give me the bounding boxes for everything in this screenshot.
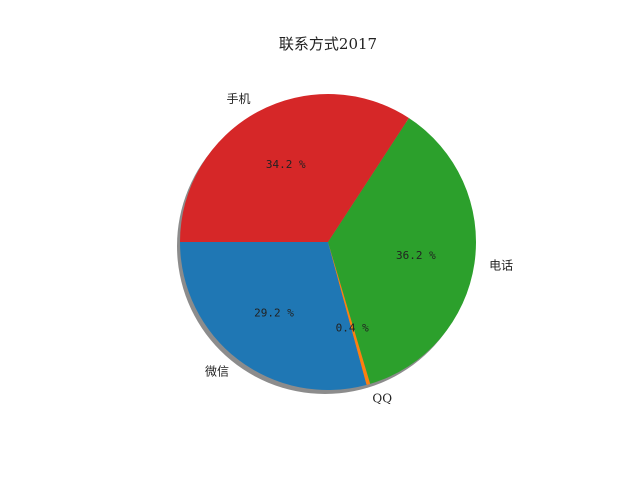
pie-percent-label: 34.2 % [266,158,306,171]
pie-slice-0 [180,242,367,390]
pie-slice-2 [328,118,477,384]
pie-slices [180,93,477,390]
chart-title: 联系方式2017 [279,35,377,53]
pie-percent-label: 29.2 % [254,307,294,320]
pie-percent-labels: 29.2 % 0.4 % 36.2 % 34.2 % [254,158,436,335]
pie-category-label: 电话 [489,258,513,272]
pie-percent-label: 0.4 % [336,321,369,334]
pie-slice-1 [328,242,371,385]
pie-category-label: 手机 [226,92,250,106]
pie-category-label: 微信 [205,364,229,378]
pie-percent-label: 36.2 % [396,249,436,262]
pie-category-label: QQ [372,392,392,406]
pie-category-labels: 微信 QQ 电话 手机 [205,92,513,406]
pie-slice-3 [180,93,409,242]
